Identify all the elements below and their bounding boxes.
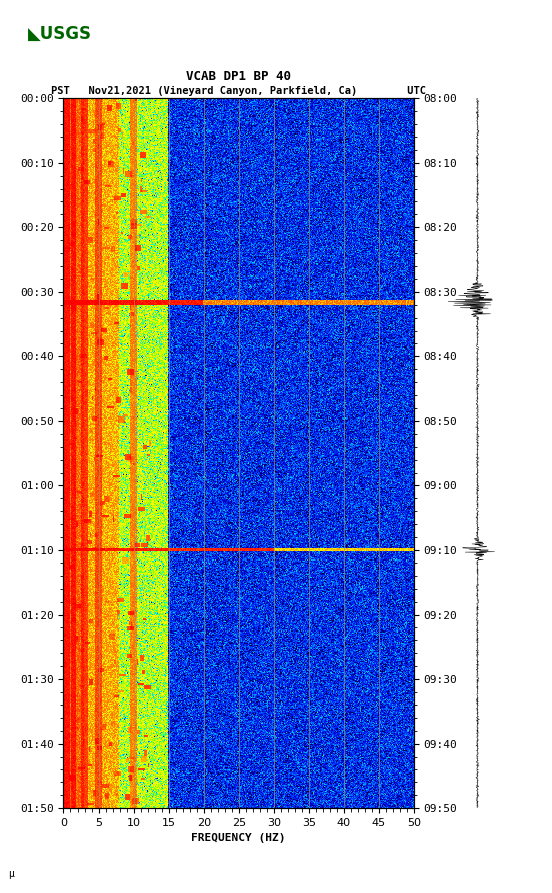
Text: VCAB DP1 BP 40: VCAB DP1 BP 40: [186, 70, 291, 83]
Text: ◣USGS: ◣USGS: [28, 25, 92, 43]
Text: PST   Nov21,2021 (Vineyard Canyon, Parkfield, Ca)        UTC: PST Nov21,2021 (Vineyard Canyon, Parkfie…: [51, 86, 426, 96]
X-axis label: FREQUENCY (HZ): FREQUENCY (HZ): [192, 833, 286, 844]
Text: μ: μ: [8, 869, 14, 879]
